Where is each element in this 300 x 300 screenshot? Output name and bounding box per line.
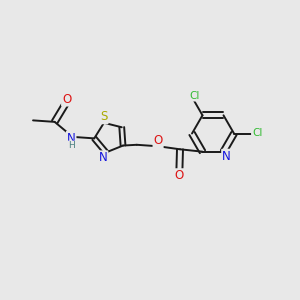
Text: N: N <box>99 151 107 164</box>
Text: N: N <box>67 132 76 145</box>
Text: O: O <box>62 93 71 106</box>
Text: H: H <box>68 141 74 150</box>
Text: Cl: Cl <box>189 91 200 100</box>
Text: Cl: Cl <box>252 128 262 139</box>
Text: S: S <box>100 110 108 123</box>
Text: O: O <box>154 134 163 147</box>
Text: N: N <box>222 150 231 163</box>
Text: O: O <box>175 169 184 182</box>
